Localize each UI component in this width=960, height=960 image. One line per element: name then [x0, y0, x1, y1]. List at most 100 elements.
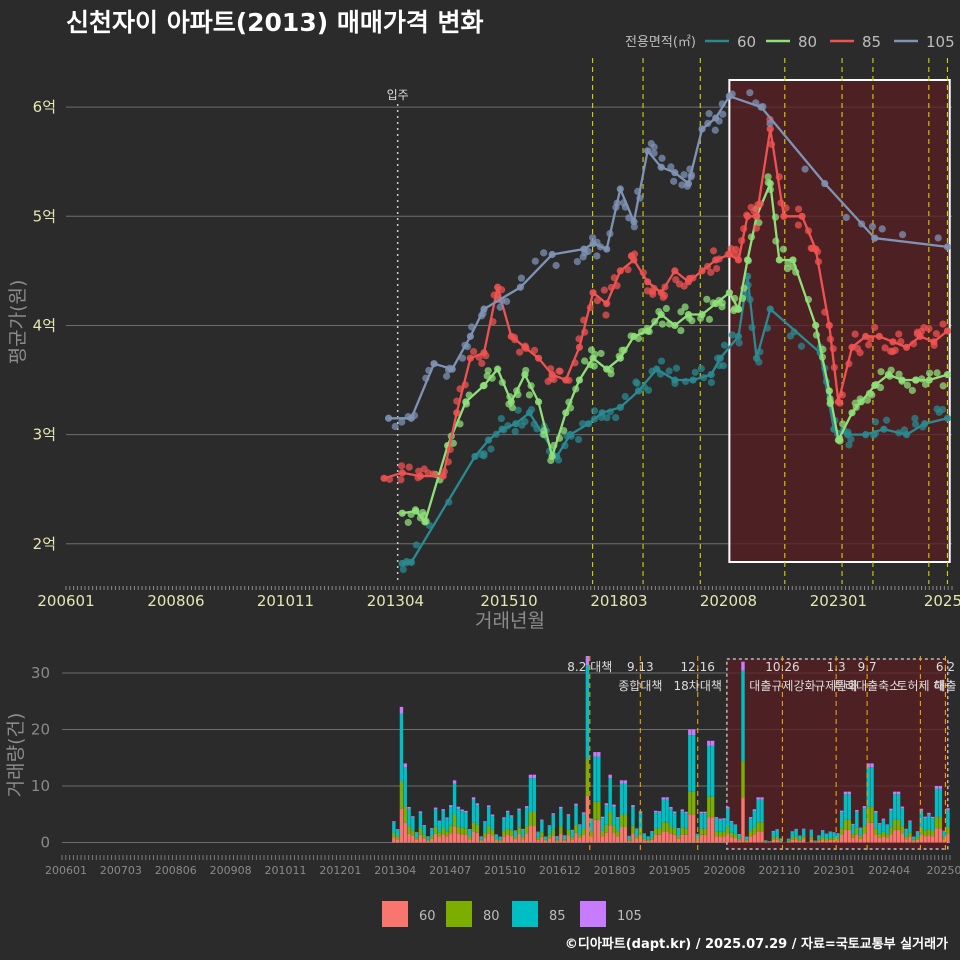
volume-bar [449, 807, 453, 826]
volume-bar [509, 816, 514, 831]
point-105 [496, 303, 504, 311]
volume-bar [616, 818, 620, 832]
point-80 [783, 264, 792, 273]
volume-bar [714, 818, 719, 832]
point-85 [871, 323, 879, 331]
volume-bar [483, 837, 487, 843]
volume-bar [635, 839, 639, 843]
point-105 [650, 143, 658, 151]
point-85 [891, 346, 899, 354]
volume-bar [581, 813, 586, 829]
point-60 [845, 441, 853, 449]
volume-bar [502, 831, 506, 837]
annotation-date: 12.16 [681, 660, 715, 674]
volume-bar [946, 808, 950, 810]
volume-bar [460, 811, 464, 828]
volume-bar [710, 796, 715, 818]
volume-bar [430, 828, 434, 837]
volume-bar [839, 812, 844, 829]
volume-bar [464, 812, 468, 829]
volume-bar [399, 706, 404, 714]
volume-bar [707, 817, 711, 843]
x-tick-label: 200601 [37, 592, 94, 610]
volume-bar [657, 812, 662, 829]
volume-bar [593, 801, 597, 820]
volume-bar [536, 831, 540, 833]
volume-bar [688, 729, 692, 736]
volume-bar [908, 820, 912, 822]
volume-bar [737, 840, 741, 843]
volume-bar [483, 822, 487, 833]
volume-bar [672, 811, 677, 814]
volume-bar [555, 839, 559, 841]
volume-bar [578, 837, 582, 843]
volume-bar [445, 817, 449, 819]
volume-bar [900, 833, 905, 843]
volume-bar [885, 824, 889, 826]
volume-legend-label: 80 [483, 909, 500, 924]
volume-bar [619, 826, 624, 843]
volume-bar [813, 842, 817, 843]
volume-bar [877, 824, 882, 834]
point-60 [728, 331, 736, 339]
volume-bar [809, 830, 814, 837]
point-60 [882, 416, 891, 424]
volume-bar [756, 831, 760, 843]
volume-bar [684, 811, 688, 814]
volume-bar [718, 831, 722, 837]
volume-bar [566, 835, 571, 843]
volume-bar [790, 837, 795, 840]
series-105 [384, 89, 952, 431]
volume-bar [737, 834, 741, 839]
volume-bar [748, 831, 753, 837]
point-60 [590, 407, 599, 415]
volume-bar [430, 828, 434, 829]
point-60 [665, 367, 673, 375]
volume-bar [593, 756, 597, 802]
volume-bar [726, 808, 730, 827]
point-85 [600, 286, 608, 294]
point-85 [895, 330, 903, 338]
y-tick-label: 4억 [33, 316, 56, 334]
volume-bar [433, 833, 438, 843]
point-105 [531, 257, 539, 265]
volume-bar [612, 833, 616, 843]
volume-bar [642, 838, 647, 841]
volume-bar [839, 810, 844, 813]
y-axis-title: 평균가(원) [7, 280, 29, 365]
volume-bar [589, 836, 593, 843]
volume-bar [456, 833, 461, 843]
volume-bar [403, 822, 407, 843]
volume-bar [433, 807, 438, 810]
volume-bar [908, 821, 912, 833]
volume-bar [665, 799, 669, 823]
volume-bar [411, 817, 415, 831]
volume-bar [532, 825, 536, 843]
volume-bar [722, 818, 726, 820]
annotation-date: 8.2 대책 [567, 659, 612, 674]
volume-bar [524, 806, 529, 808]
volume-bar [441, 834, 445, 843]
volume-bar [695, 840, 700, 843]
point-80 [933, 369, 941, 377]
volume-bar [820, 839, 825, 843]
volume-bar [559, 826, 563, 834]
volume-bar [608, 825, 612, 843]
volume-bar [938, 786, 943, 789]
volume-bar [851, 824, 855, 835]
volume-bar [938, 817, 943, 829]
volume-bar [566, 815, 571, 830]
volume-bar [741, 797, 745, 843]
volume-bar [691, 814, 696, 843]
volume-bar [422, 825, 426, 835]
volume-bar [540, 820, 544, 833]
volume-x-tick: 202008 [704, 864, 746, 877]
volume-bar [414, 837, 419, 840]
point-85 [856, 349, 864, 357]
volume-bar [843, 819, 848, 830]
annotation-date: 1.3 [827, 660, 846, 674]
volume-bar [802, 836, 806, 840]
volume-bar [896, 794, 901, 820]
volume-axis-title: 거래량(건) [5, 713, 27, 798]
volume-bar [517, 808, 521, 811]
